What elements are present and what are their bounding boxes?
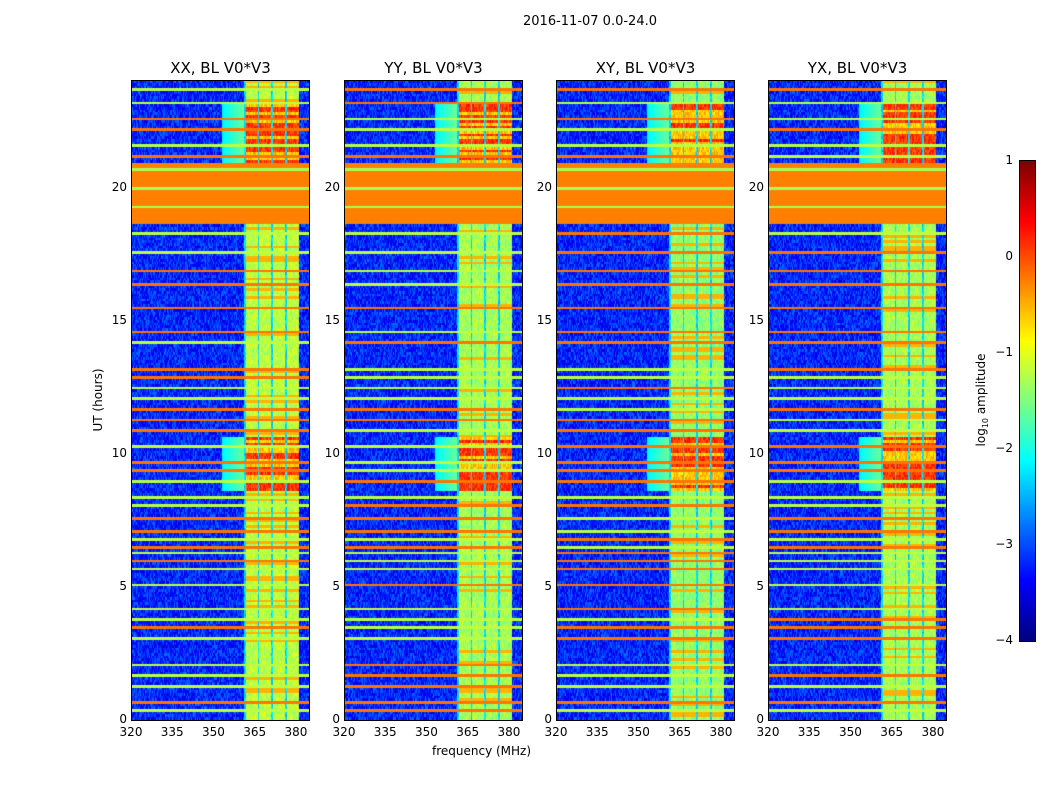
waterfall-heatmap xyxy=(132,81,309,720)
waterfall-heatmap xyxy=(557,81,734,720)
x-tick-label: 380 xyxy=(284,725,308,739)
waterfall-heatmap xyxy=(345,81,522,720)
panel-4: YX, BL V0*V3 xyxy=(768,59,947,721)
y-tick-label: 10 xyxy=(536,445,552,460)
colorbar xyxy=(1019,160,1036,642)
y-tick-label: 10 xyxy=(748,445,764,460)
x-tick-label: 365 xyxy=(668,725,692,739)
x-tick-label: 380 xyxy=(497,725,521,739)
y-tick-label: 0 xyxy=(544,712,552,726)
x-tick-label: 320 xyxy=(756,725,780,739)
panel-2: YY, BL V0*V3 xyxy=(344,59,523,721)
panel-title: XX, BL V0*V3 xyxy=(170,59,271,77)
colorbar-tick-label: −3 xyxy=(995,537,1013,551)
x-tick-label: 350 xyxy=(202,725,225,739)
y-tick-label: 5 xyxy=(544,578,552,593)
y-tick-label: 10 xyxy=(324,445,340,460)
y-tick-label: 20 xyxy=(111,179,127,194)
y-tick-label: 20 xyxy=(324,179,340,194)
y-tick-label: 5 xyxy=(119,578,127,593)
x-tick-label: 365 xyxy=(456,725,480,739)
y-tick-label: 15 xyxy=(111,312,127,327)
colorbar-label-sub: 10 xyxy=(981,417,991,429)
panel-1: XX, BL V0*V3 xyxy=(131,59,310,721)
x-tick-label: 365 xyxy=(243,725,267,739)
colorbar-tick-label: 0 xyxy=(1005,249,1013,263)
y-tick-label: 0 xyxy=(119,712,127,726)
y-tick-label: 0 xyxy=(756,712,764,726)
panel-title: YX, BL V0*V3 xyxy=(807,59,908,77)
x-tick-label: 335 xyxy=(160,725,184,739)
x-tick-label: 365 xyxy=(880,725,904,739)
y-tick-label: 15 xyxy=(324,312,340,327)
y-tick-label: 5 xyxy=(332,578,340,593)
x-tick-label: 350 xyxy=(839,725,862,739)
x-tick-label: 320 xyxy=(332,725,356,739)
colorbar-tick-label: 1 xyxy=(1005,153,1013,167)
colorbar-label: log10 amplitude xyxy=(974,354,990,447)
x-tick-label: 335 xyxy=(585,725,609,739)
x-tick-label: 320 xyxy=(544,725,568,739)
y-tick-label: 20 xyxy=(748,179,764,194)
colorbar-gradient xyxy=(1020,161,1035,641)
y-tick-label: 15 xyxy=(536,312,552,327)
y-tick-label: 15 xyxy=(748,312,764,327)
y-tick-label: 20 xyxy=(536,179,552,194)
x-tick-label: 335 xyxy=(373,725,397,739)
x-tick-label: 380 xyxy=(921,725,945,739)
panel-3: XY, BL V0*V3 xyxy=(556,59,735,721)
x-tick-label: 320 xyxy=(119,725,143,739)
colorbar-label-log: log xyxy=(973,428,988,447)
x-tick-label: 380 xyxy=(709,725,733,739)
x-axis-label: frequency (MHz) xyxy=(432,744,532,758)
colorbar-tick-label: −1 xyxy=(995,345,1013,359)
waterfall-heatmap xyxy=(769,81,946,720)
y-axis-label: UT (hours) xyxy=(91,368,105,432)
y-tick-label: 0 xyxy=(332,712,340,726)
panel-title: YY, BL V0*V3 xyxy=(384,59,483,77)
x-tick-label: 350 xyxy=(415,725,438,739)
colorbar-label-rest: amplitude xyxy=(973,353,988,418)
colorbar-tick-label: −4 xyxy=(995,633,1013,647)
y-tick-label: 5 xyxy=(756,578,764,593)
panel-title: XY, BL V0*V3 xyxy=(595,59,696,77)
colorbar-tick-label: −2 xyxy=(995,441,1013,455)
y-tick-label: 10 xyxy=(111,445,127,460)
x-tick-label: 350 xyxy=(627,725,650,739)
figure-title: 2016-11-07 0.0-24.0 xyxy=(523,14,657,29)
x-tick-label: 335 xyxy=(797,725,821,739)
